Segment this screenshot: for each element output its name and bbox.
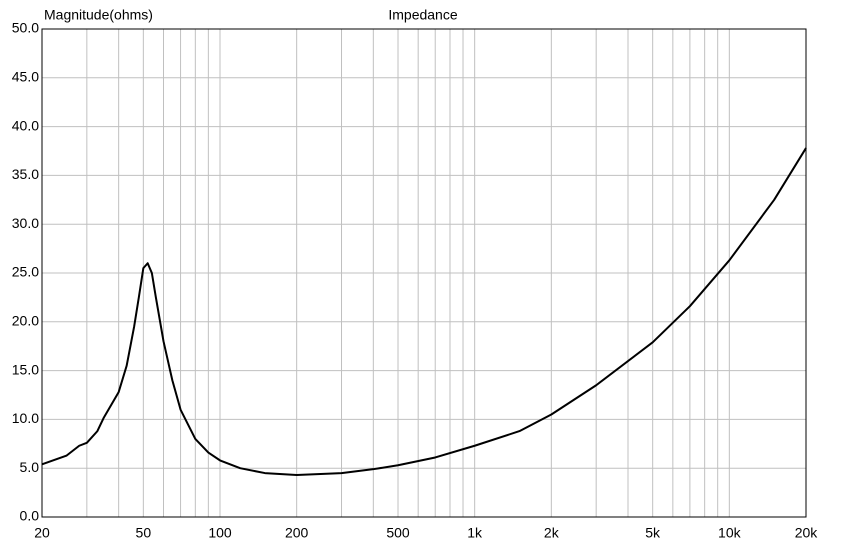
y-tick-label: 0.0 [20, 508, 40, 524]
y-tick-label: 5.0 [20, 459, 40, 475]
x-tick-label: 200 [285, 525, 309, 541]
y-tick-label: 40.0 [12, 117, 39, 133]
y-tick-label: 35.0 [12, 166, 39, 182]
x-tick-label: 100 [208, 525, 232, 541]
plot-border [41, 28, 807, 518]
y-tick-label: 45.0 [12, 69, 39, 85]
x-tick-label: 5k [645, 525, 661, 541]
x-tick-label: 500 [386, 525, 410, 541]
y-tick-label: 30.0 [12, 215, 39, 231]
x-tick-label: 10k [718, 525, 742, 541]
y-tick-label: 10.0 [12, 410, 39, 426]
y-axis-label: Magnitude(ohms) [44, 7, 153, 23]
chart-title: Impedance [388, 7, 457, 23]
x-tick-label: 50 [136, 525, 152, 541]
x-tick-label: 2k [544, 525, 560, 541]
x-tick-label: 20k [795, 525, 819, 541]
x-tick-label: 20 [34, 525, 50, 541]
y-tick-label: 15.0 [12, 361, 39, 377]
y-tick-label: 50.0 [12, 20, 39, 36]
x-tick-label: 1k [467, 525, 483, 541]
impedance-line [41, 147, 807, 477]
y-tick-label: 20.0 [12, 313, 39, 329]
y-tick-label: 25.0 [12, 264, 39, 280]
